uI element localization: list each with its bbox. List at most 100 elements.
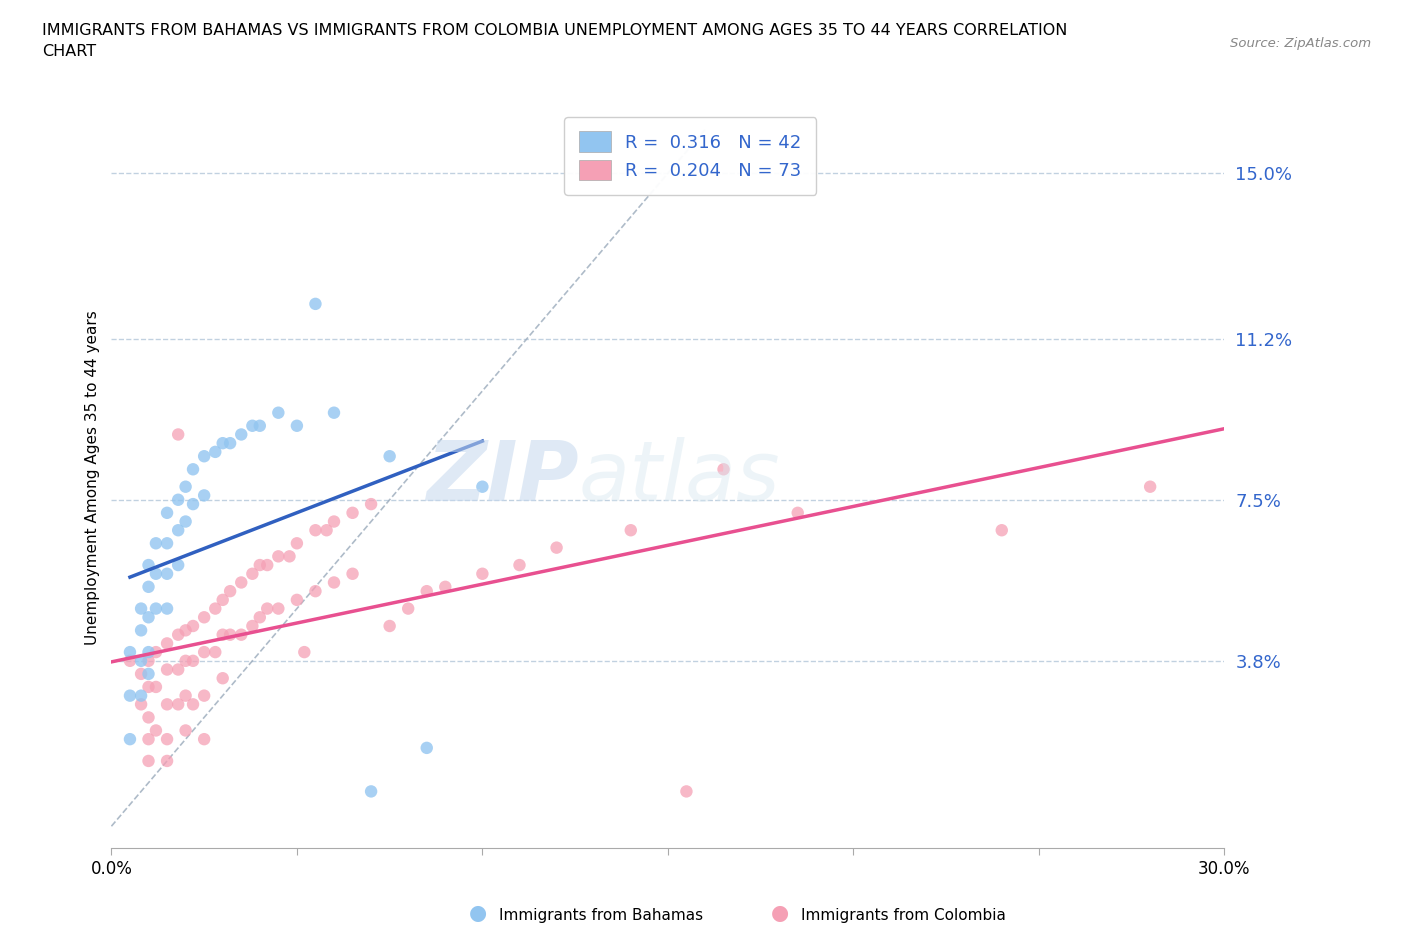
Point <box>118 644 141 659</box>
Point <box>181 618 204 633</box>
Point <box>174 623 197 638</box>
Point <box>278 549 301 564</box>
Point <box>204 601 226 616</box>
Point <box>145 680 167 695</box>
Point <box>156 697 179 711</box>
Point <box>249 418 271 433</box>
Point <box>242 618 264 633</box>
Point <box>181 697 204 711</box>
Point <box>129 601 152 616</box>
Point <box>156 753 179 768</box>
Point <box>167 492 190 507</box>
Point <box>174 688 197 703</box>
Point <box>219 436 242 451</box>
Point <box>156 566 179 581</box>
Point <box>360 784 382 799</box>
Point <box>204 445 226 459</box>
Point <box>256 558 278 573</box>
Point <box>156 636 179 651</box>
Point <box>219 584 242 599</box>
Point <box>167 697 190 711</box>
Point <box>193 488 215 503</box>
Text: Immigrants from Colombia: Immigrants from Colombia <box>801 908 1007 923</box>
Point <box>231 427 253 442</box>
Point <box>181 497 204 512</box>
Point <box>118 688 141 703</box>
Point <box>267 405 290 420</box>
Point <box>675 784 697 799</box>
Point <box>181 654 204 669</box>
Point <box>249 610 271 625</box>
Point <box>118 654 141 669</box>
Text: IMMIGRANTS FROM BAHAMAS VS IMMIGRANTS FROM COLOMBIA UNEMPLOYMENT AMONG AGES 35 T: IMMIGRANTS FROM BAHAMAS VS IMMIGRANTS FR… <box>42 23 1067 60</box>
Point <box>471 479 494 494</box>
Point <box>174 654 197 669</box>
Point <box>378 449 401 464</box>
Point <box>156 732 179 747</box>
Point <box>138 732 160 747</box>
Point <box>145 536 167 551</box>
Point <box>174 479 197 494</box>
Point <box>138 680 160 695</box>
Point <box>193 644 215 659</box>
Point <box>323 405 346 420</box>
Point <box>167 558 190 573</box>
Point <box>193 688 215 703</box>
Point <box>713 462 735 477</box>
Point <box>193 732 215 747</box>
Point <box>990 523 1012 538</box>
Point <box>167 523 190 538</box>
Point <box>292 644 315 659</box>
Point <box>285 418 308 433</box>
Point <box>304 523 326 538</box>
Point <box>416 584 439 599</box>
Point <box>323 575 346 590</box>
Text: atlas: atlas <box>579 437 780 519</box>
Point <box>434 579 457 594</box>
Point <box>156 536 179 551</box>
Point <box>211 671 233 685</box>
Point <box>138 753 160 768</box>
Point <box>174 514 197 529</box>
Point <box>156 505 179 520</box>
Text: ●: ● <box>470 902 486 923</box>
Point <box>145 566 167 581</box>
Point <box>231 575 253 590</box>
Point <box>231 627 253 642</box>
Point <box>174 723 197 737</box>
Point <box>138 579 160 594</box>
Point <box>219 627 242 642</box>
Point <box>508 558 530 573</box>
Point <box>129 667 152 682</box>
Point <box>145 644 167 659</box>
Point <box>129 697 152 711</box>
Point <box>304 297 326 312</box>
Text: ●: ● <box>772 902 789 923</box>
Point <box>145 723 167 737</box>
Point <box>315 523 337 538</box>
Point <box>211 627 233 642</box>
Point <box>285 592 308 607</box>
Point <box>129 654 152 669</box>
Point <box>396 601 419 616</box>
Point <box>242 566 264 581</box>
Point <box>620 523 643 538</box>
Point <box>378 618 401 633</box>
Y-axis label: Unemployment Among Ages 35 to 44 years: Unemployment Among Ages 35 to 44 years <box>86 311 100 645</box>
Point <box>167 662 190 677</box>
Point <box>167 627 190 642</box>
Point <box>267 601 290 616</box>
Point <box>342 566 364 581</box>
Text: ZIP: ZIP <box>426 437 579 519</box>
Point <box>193 610 215 625</box>
Point <box>138 667 160 682</box>
Point <box>256 601 278 616</box>
Point <box>471 566 494 581</box>
Point <box>138 654 160 669</box>
Point <box>138 558 160 573</box>
Point <box>211 436 233 451</box>
Point <box>1139 479 1161 494</box>
Point <box>145 601 167 616</box>
Point <box>138 710 160 724</box>
Point <box>211 592 233 607</box>
